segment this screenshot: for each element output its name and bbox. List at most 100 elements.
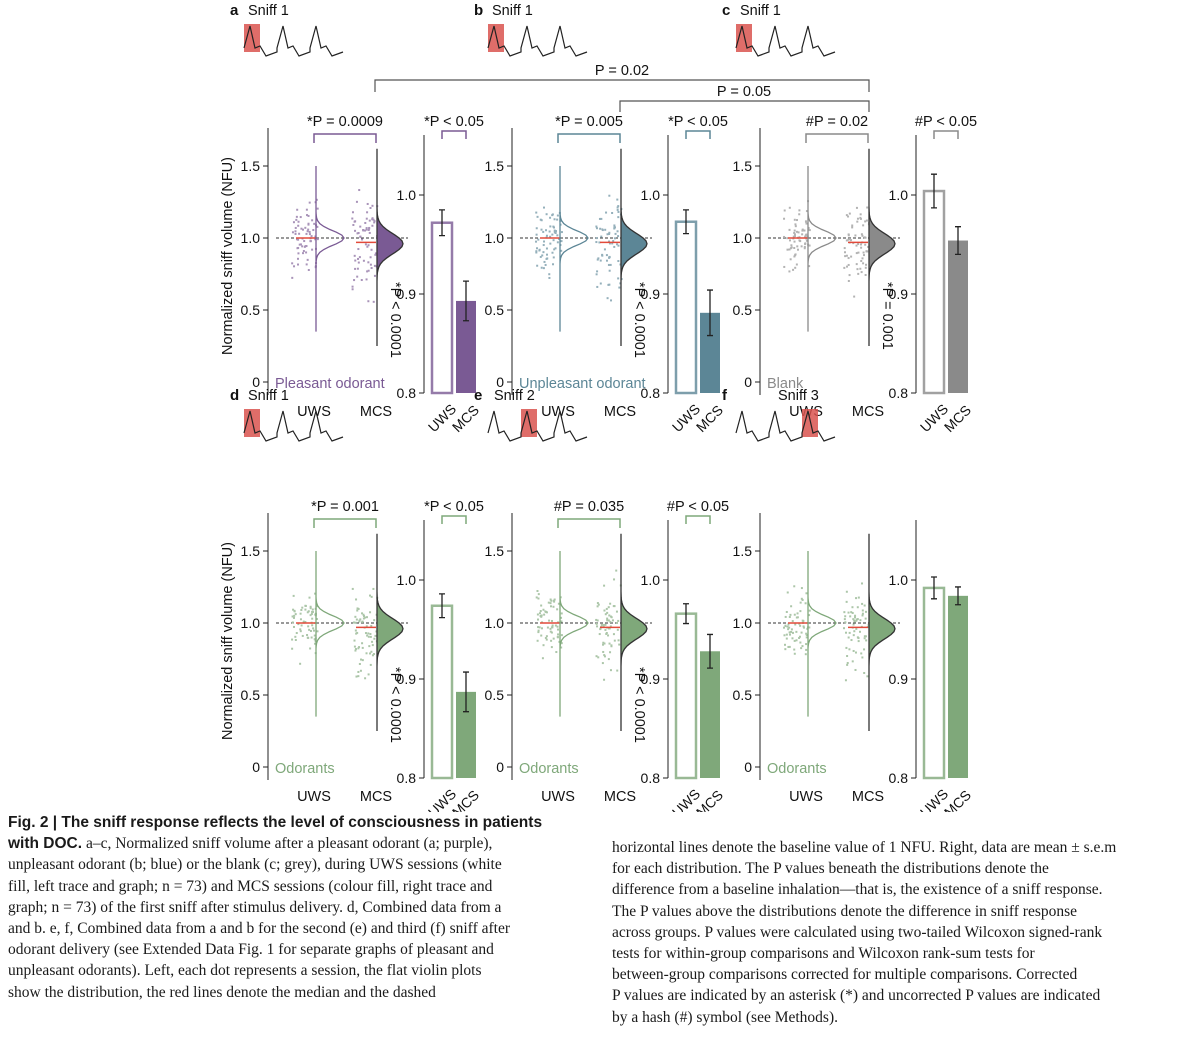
session-dot xyxy=(549,630,552,633)
stimulus-label: Odorants xyxy=(519,761,579,777)
session-dot xyxy=(857,596,860,599)
session-dot xyxy=(297,263,300,266)
session-dot xyxy=(850,255,853,258)
session-dot xyxy=(847,263,850,266)
session-dot xyxy=(787,645,790,648)
session-dot xyxy=(549,602,552,605)
session-dot xyxy=(542,251,545,254)
sniff-highlight-box xyxy=(244,24,260,52)
session-dot xyxy=(353,645,356,648)
session-dot xyxy=(309,629,312,632)
session-dot xyxy=(311,617,314,620)
session-dot xyxy=(853,630,856,633)
session-dot xyxy=(357,231,360,234)
session-dot xyxy=(368,227,371,230)
session-dot xyxy=(363,615,366,618)
session-dot xyxy=(595,273,598,276)
session-dot xyxy=(553,218,556,221)
session-dot xyxy=(560,634,563,637)
session-dot xyxy=(843,247,846,250)
session-dot xyxy=(548,230,551,233)
violin-y-tick-label: 1.5 xyxy=(241,543,261,559)
x-label-uws: UWS xyxy=(297,789,331,805)
session-dot xyxy=(601,229,604,232)
session-dot xyxy=(299,662,302,665)
session-dot xyxy=(552,637,555,640)
session-dot xyxy=(847,234,850,237)
session-dot xyxy=(859,243,862,246)
session-dot xyxy=(543,613,546,616)
session-dot xyxy=(366,270,369,273)
session-dot xyxy=(794,223,797,226)
session-dot xyxy=(617,210,620,213)
session-dot xyxy=(362,228,365,231)
session-dot xyxy=(856,268,859,271)
session-dot xyxy=(855,206,858,209)
session-dot xyxy=(847,279,850,282)
session-dot xyxy=(540,228,543,231)
error-bar-uws xyxy=(683,209,689,235)
session-dot xyxy=(615,569,618,572)
session-dot xyxy=(538,249,541,252)
panel-letter: a xyxy=(230,2,239,19)
session-dot xyxy=(371,654,374,657)
session-dot xyxy=(296,238,299,241)
session-dot xyxy=(609,651,612,654)
session-dot xyxy=(291,638,294,641)
error-bar-uws xyxy=(931,173,937,209)
session-dot xyxy=(549,216,552,219)
session-dot xyxy=(371,640,374,643)
session-dot xyxy=(618,643,621,646)
session-dot xyxy=(783,643,786,646)
stimulus-label: Unpleasant odorant xyxy=(519,376,646,392)
session-dot xyxy=(799,601,802,604)
session-dot xyxy=(798,637,801,640)
session-dot xyxy=(608,242,611,245)
session-dot xyxy=(613,237,616,240)
session-dot xyxy=(560,612,563,615)
session-dot xyxy=(854,616,857,619)
session-dot xyxy=(595,225,598,228)
session-dot xyxy=(803,247,806,250)
session-dot xyxy=(292,608,295,611)
session-dot xyxy=(554,247,557,250)
session-dot xyxy=(307,228,310,231)
session-dot xyxy=(787,623,790,626)
session-dot xyxy=(370,624,373,627)
session-dot xyxy=(356,267,359,270)
session-dot xyxy=(552,239,555,242)
session-dot xyxy=(311,248,314,251)
session-dot xyxy=(371,224,374,227)
session-dot xyxy=(791,631,794,634)
sniff-response-p: *P = 0.001 xyxy=(879,282,895,350)
session-dot xyxy=(793,240,796,243)
session-dot xyxy=(855,244,858,247)
session-dot xyxy=(308,201,311,204)
session-dot xyxy=(798,635,801,638)
session-dot xyxy=(301,245,304,248)
session-dot xyxy=(314,238,317,241)
session-dot xyxy=(291,262,294,265)
session-dot xyxy=(308,596,311,599)
session-dot xyxy=(852,634,855,637)
session-dot xyxy=(559,596,562,599)
session-dot xyxy=(557,633,560,636)
sniff-highlight-box xyxy=(802,409,818,437)
caption-left-column: Fig. 2 | The sniff response reflects the… xyxy=(8,812,588,1003)
session-dot xyxy=(859,213,862,216)
session-dot xyxy=(292,616,295,619)
session-dot xyxy=(556,635,559,638)
session-dot xyxy=(859,216,862,219)
session-dot xyxy=(357,257,360,260)
caption-text: unpleasant odorant (b; blue) or the blan… xyxy=(8,856,502,874)
caption-right-line: for each distribution. The P values bene… xyxy=(612,860,1049,878)
session-dot xyxy=(857,272,860,275)
session-dot xyxy=(851,226,854,229)
session-dot xyxy=(535,596,538,599)
violin-y-tick-label: 1.0 xyxy=(241,230,261,246)
session-dot xyxy=(354,259,357,262)
session-dot xyxy=(808,609,811,612)
error-bar-mcs xyxy=(707,289,713,337)
session-dot xyxy=(369,635,372,638)
session-dot xyxy=(846,663,849,666)
